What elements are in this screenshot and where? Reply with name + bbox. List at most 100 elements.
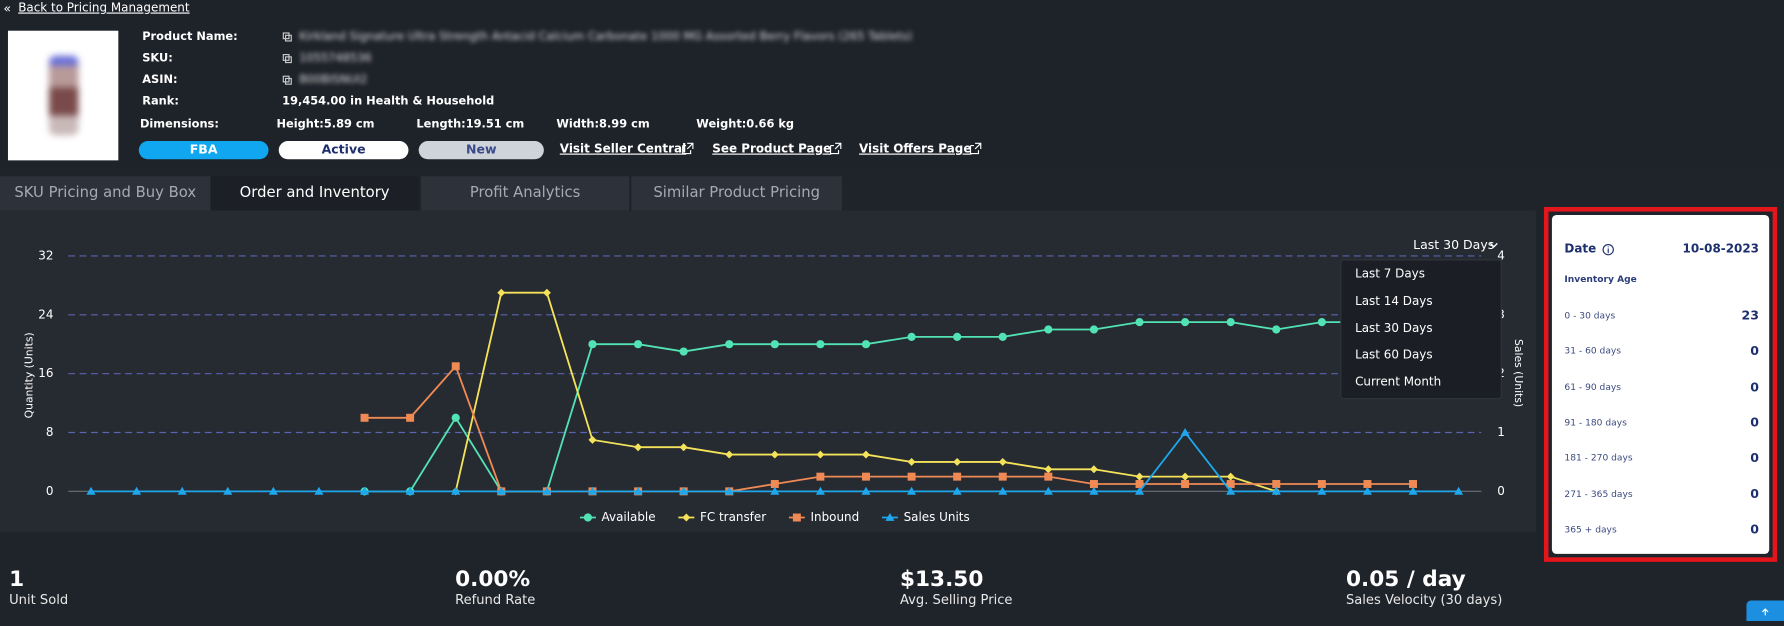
y-tick-label: 8: [46, 425, 54, 439]
range-option[interactable]: Last 30 Days: [1355, 321, 1433, 336]
marker: [682, 513, 691, 522]
marker: [1089, 480, 1098, 488]
marker: [359, 486, 370, 495]
inventory-count: 0: [1750, 486, 1759, 502]
sku: 1055748536: [299, 52, 372, 65]
marker: [907, 486, 917, 495]
marker: [1226, 318, 1235, 327]
chevron: [1489, 242, 1498, 248]
link[interactable]: See Product Page: [712, 142, 832, 156]
marker: [1134, 486, 1145, 495]
inventory-count: 23: [1741, 308, 1759, 324]
series: [360, 362, 1418, 496]
tab[interactable]: Profit Analytics: [420, 176, 630, 211]
marker: [360, 413, 369, 422]
marker: [1180, 427, 1190, 436]
marker: [583, 513, 593, 522]
inventory-age: 181 - 270 days: [1564, 452, 1633, 464]
range-option[interactable]: Last 60 Days: [1355, 348, 1433, 363]
y2-tick-label: 0: [1497, 484, 1505, 498]
series: [86, 427, 1464, 495]
y-tick-label: 16: [38, 366, 53, 380]
marker: [587, 486, 598, 495]
inventory-age: 61 - 90 days: [1564, 381, 1622, 392]
rank: 19,454.00 in Health & Household: [282, 95, 495, 109]
y-tick-label: 24: [38, 307, 53, 321]
marker: [405, 486, 415, 495]
label: Dimensions:: [139, 118, 219, 131]
range-selected[interactable]: Last 30 Days: [1413, 237, 1495, 253]
marker: [1362, 486, 1372, 495]
range-option[interactable]: Current Month: [1355, 375, 1442, 390]
marker: [679, 486, 689, 495]
marker: [1180, 318, 1190, 327]
y-tick-label: 0: [46, 484, 54, 498]
link[interactable]: Visit Seller Central: [559, 142, 687, 156]
inventory-age: 91 - 180 days: [1564, 417, 1627, 428]
marker: [1226, 480, 1235, 488]
marker: [496, 486, 506, 495]
marker: [1317, 480, 1326, 488]
marker: [1181, 480, 1190, 488]
marker: [816, 472, 825, 481]
marker: [953, 332, 962, 341]
range-option[interactable]: Last 7 Days: [1355, 267, 1425, 281]
legend-item: Inbound: [788, 510, 859, 524]
marker: [998, 332, 1007, 341]
marker: [885, 512, 895, 521]
marker: [861, 340, 871, 349]
marker: [998, 486, 1008, 495]
marker: [816, 340, 825, 349]
marker: [1409, 480, 1418, 488]
marker: [907, 332, 916, 341]
marker: [862, 472, 870, 481]
stat-value: 1: [9, 566, 25, 592]
marker: [725, 450, 734, 459]
tab[interactable]: Order and Inventory: [210, 176, 419, 211]
info-icon[interactable]: [1602, 243, 1615, 256]
marker: [1044, 325, 1053, 334]
legend-label: FC transfer: [700, 510, 766, 524]
marker: [1226, 472, 1235, 481]
legend-item: FC transfer: [678, 510, 766, 524]
y2-tick-label: 4: [1497, 248, 1505, 262]
inventory-age: 365 + days: [1564, 524, 1617, 535]
marker: [953, 472, 962, 481]
marker: [1454, 486, 1464, 495]
marker: [223, 486, 233, 495]
badge: Active: [278, 141, 409, 160]
product-name: Kirkland Signature Ultra Strength Antaci…: [299, 30, 913, 44]
stat-value: $13.50: [899, 566, 984, 592]
marker: [177, 486, 187, 495]
legend: Available FC transfer Inbound Sales Units: [579, 510, 970, 524]
copy-icons[interactable]: [282, 32, 293, 87]
back-link[interactable]: Back to Pricing Management: [18, 1, 190, 15]
marker: [1271, 486, 1281, 495]
label: Product Name:: [142, 30, 238, 44]
marker: [451, 413, 460, 422]
marker: [1044, 465, 1053, 474]
series-line: [364, 321, 1414, 493]
inventory-count: 0: [1750, 379, 1759, 395]
marker: [1043, 486, 1053, 495]
inventory-age: 0 - 30 days: [1564, 310, 1616, 321]
date-label: Date: [1564, 242, 1597, 256]
back-icon: «: [3, 1, 12, 16]
tab[interactable]: Similar Product Pricing: [631, 176, 842, 211]
range-option[interactable]: Last 14 Days: [1355, 294, 1433, 309]
marker: [588, 340, 597, 349]
marker: [953, 457, 962, 466]
marker: [792, 513, 801, 522]
link[interactable]: Visit Offers Page: [859, 142, 972, 156]
scroll-top-button[interactable]: [1746, 600, 1784, 622]
date: 10-08-2023: [1682, 242, 1759, 256]
y-tick-label: 32: [38, 248, 53, 262]
stat-label: Refund Rate: [455, 591, 536, 608]
y-axis-label: Quantity (Units): [23, 332, 36, 418]
marker: [588, 435, 597, 444]
tab[interactable]: SKU Pricing and Buy Box: [0, 176, 211, 211]
marker: [406, 413, 415, 422]
marker: [815, 486, 825, 495]
label: SKU:: [142, 52, 173, 65]
